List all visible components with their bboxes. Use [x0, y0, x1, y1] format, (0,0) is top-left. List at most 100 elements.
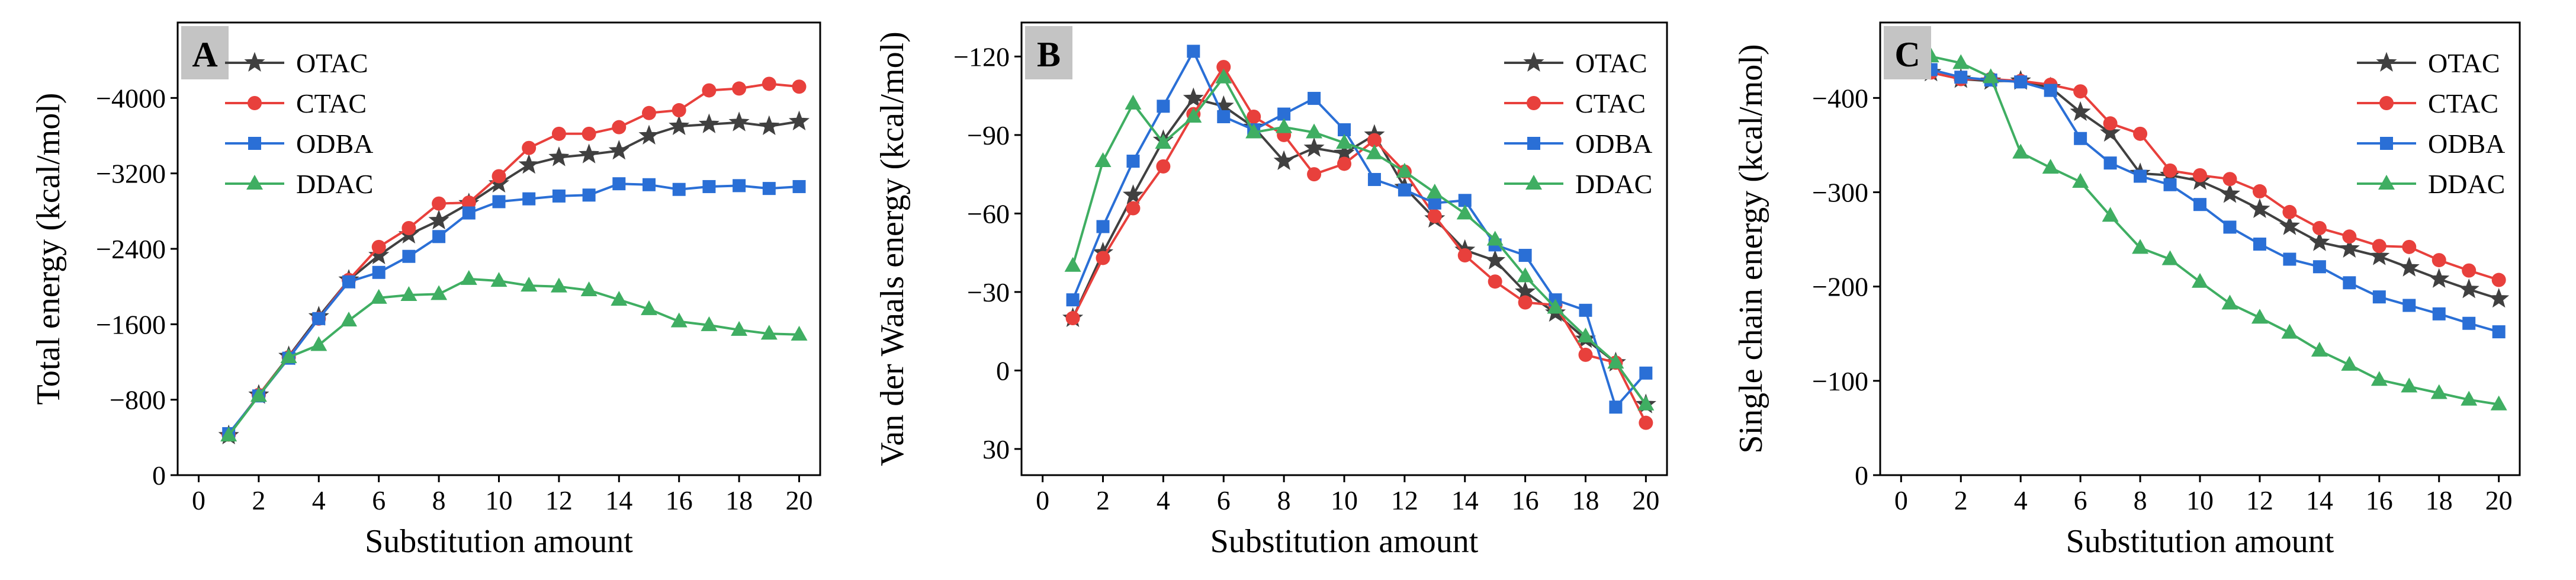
- x-tick-label: 8: [432, 485, 446, 515]
- data-point: [1579, 303, 1592, 317]
- data-point: [551, 126, 566, 141]
- data-point: [1336, 134, 1353, 149]
- data-point: [2312, 260, 2326, 274]
- data-point: [1215, 68, 1232, 84]
- y-tick-label: −120: [953, 41, 1010, 72]
- data-point: [1517, 267, 1534, 283]
- data-point: [2401, 377, 2418, 393]
- series-ctac: [1065, 60, 1653, 430]
- data-point: [2402, 239, 2417, 254]
- data-point: [791, 325, 808, 341]
- data-point: [2163, 163, 2177, 178]
- y-tick-label: 30: [982, 434, 1010, 464]
- data-point: [792, 79, 807, 94]
- x-tick-label: 4: [1157, 485, 1170, 515]
- x-axis-title: Substitution amount: [2066, 523, 2334, 560]
- series-line: [227, 277, 799, 437]
- data-point: [1488, 274, 1502, 289]
- x-tick-label: 18: [1572, 485, 1599, 515]
- x-tick-label: 6: [2074, 485, 2087, 515]
- series-line: [1931, 55, 2500, 406]
- data-point: [2311, 341, 2328, 357]
- data-point: [428, 209, 449, 230]
- legend-label: DDAC: [296, 169, 373, 199]
- data-point: [732, 81, 747, 96]
- x-tick-label: 0: [192, 485, 205, 515]
- data-point: [733, 179, 746, 193]
- data-point: [638, 124, 660, 145]
- data-point: [1982, 68, 1999, 84]
- data-point: [702, 83, 717, 98]
- y-tick-label: −300: [1812, 178, 1868, 208]
- series-ddac: [220, 270, 808, 442]
- x-tick-label: 14: [2306, 485, 2333, 515]
- legend-label: ODBA: [2428, 129, 2505, 159]
- data-point: [2343, 276, 2356, 290]
- data-point: [1066, 293, 1080, 307]
- series-ddac: [1064, 68, 1655, 411]
- data-point: [2222, 172, 2237, 187]
- data-point: [701, 316, 718, 331]
- series-otac: [1062, 87, 1656, 414]
- data-point: [728, 111, 750, 132]
- data-point: [580, 281, 598, 297]
- y-tick-label: −30: [967, 277, 1010, 307]
- data-point: [1156, 159, 1171, 174]
- x-axis-title: Substitution amount: [1210, 523, 1479, 560]
- data-point: [2372, 239, 2387, 254]
- data-point: [2249, 198, 2270, 219]
- data-point: [702, 180, 716, 193]
- series-otac: [1920, 61, 2510, 308]
- data-point: [2309, 231, 2330, 251]
- data-point: [250, 387, 267, 402]
- x-tick-label: 10: [486, 485, 513, 515]
- data-point: [521, 277, 538, 292]
- x-tick-label: 16: [2366, 485, 2393, 515]
- legend-marker: [246, 175, 263, 190]
- data-point: [1185, 107, 1202, 123]
- data-point: [1456, 204, 1473, 220]
- data-point: [1547, 299, 1564, 314]
- y-tick-label: −90: [967, 120, 1010, 150]
- data-point: [2282, 204, 2297, 219]
- data-point: [612, 177, 626, 191]
- y-tick-label: 0: [1855, 460, 1868, 491]
- data-point: [1366, 144, 1383, 159]
- data-point: [280, 348, 297, 364]
- x-tick-label: 14: [1451, 485, 1479, 515]
- data-point: [461, 196, 476, 210]
- series-line: [1071, 66, 1647, 424]
- data-point: [1183, 87, 1204, 107]
- x-tick-label: 4: [312, 485, 326, 515]
- data-point: [1307, 167, 1322, 182]
- data-point: [2134, 169, 2147, 183]
- data-point: [582, 126, 596, 141]
- data-point: [760, 325, 778, 340]
- y-tick-label: −2400: [96, 234, 166, 264]
- legend-marker: [2380, 137, 2393, 150]
- x-tick-label: 12: [1391, 485, 1418, 515]
- y-axis-title: Total energy (kcal/mol): [30, 93, 67, 405]
- data-point: [669, 115, 690, 135]
- data-point: [2462, 263, 2477, 278]
- data-point: [492, 195, 506, 209]
- legend-label: OTAC: [2428, 48, 2500, 78]
- y-tick-label: 0: [152, 460, 166, 491]
- x-tick-label: 8: [1277, 485, 1291, 515]
- data-point: [2251, 309, 2268, 324]
- y-tick-label: −60: [967, 198, 1010, 229]
- data-point: [552, 189, 566, 203]
- data-point: [492, 169, 506, 184]
- data-point: [371, 239, 386, 254]
- legend-label: OTAC: [296, 48, 368, 78]
- series-ctac: [1923, 65, 2506, 287]
- panel-letter: B: [1037, 35, 1061, 74]
- series-line: [1071, 50, 1647, 409]
- x-tick-label: 10: [1331, 485, 1358, 515]
- data-point: [1065, 311, 1080, 326]
- series-ddac: [1922, 47, 2507, 411]
- data-point: [2100, 121, 2121, 142]
- data-point: [2372, 290, 2386, 304]
- data-point: [2458, 278, 2479, 299]
- data-point: [2132, 239, 2149, 254]
